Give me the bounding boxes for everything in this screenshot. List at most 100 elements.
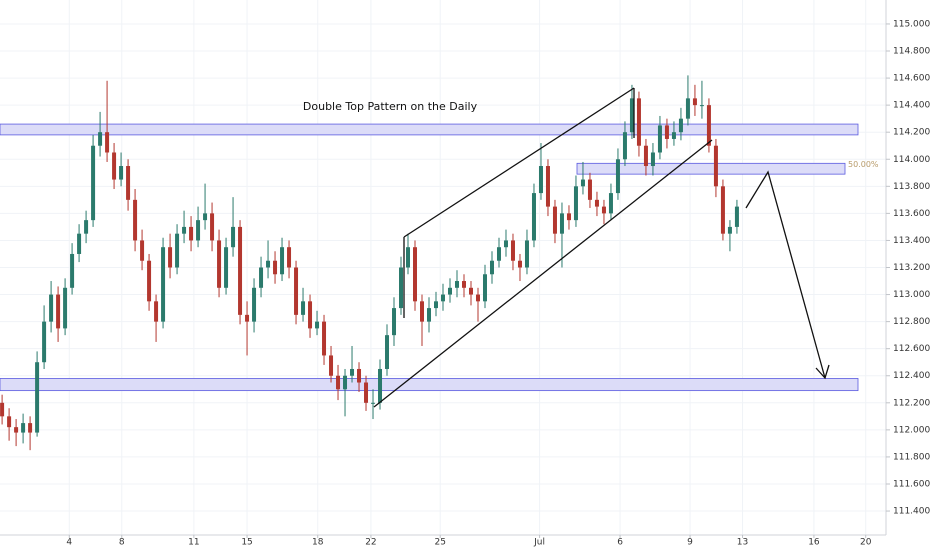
candle-body: [538, 166, 543, 194]
candle-body: [196, 220, 201, 241]
candle-body: [14, 427, 19, 433]
candle-body: [531, 193, 536, 241]
candle-body: [573, 186, 578, 221]
candle-body: [49, 294, 54, 322]
candle-body: [245, 314, 250, 322]
y-tick-label: 113.600: [893, 209, 930, 219]
candle-body: [217, 240, 222, 288]
candle-body: [357, 368, 362, 383]
candle-body: [35, 362, 40, 433]
candle-body: [475, 294, 480, 302]
y-tick-label: 113.800: [893, 182, 930, 192]
candle-body: [126, 166, 131, 200]
y-tick-label: 114.800: [893, 47, 930, 57]
x-tick-label: 4: [66, 538, 72, 548]
y-tick-label: 114.000: [893, 155, 930, 165]
candle-body: [329, 355, 334, 376]
candle-body: [224, 247, 229, 288]
zone: [576, 162, 846, 175]
candle-body: [133, 199, 138, 241]
candle-body: [608, 193, 613, 214]
candle-body: [482, 274, 487, 302]
candle-body: [441, 294, 445, 302]
zones: 50.00%: [0, 123, 879, 392]
candle-body: [84, 220, 89, 234]
candle-body: [664, 125, 669, 139]
candle-body: [56, 294, 61, 329]
y-tick-label: 111.800: [893, 452, 930, 462]
candle-body: [273, 260, 278, 275]
candle-body: [496, 247, 501, 261]
candle-body: [461, 281, 466, 288]
y-tick-label: 111.600: [893, 479, 930, 489]
candle-body: [266, 260, 271, 268]
zone: [0, 123, 859, 136]
y-tick-label: 112.600: [893, 344, 930, 354]
projection-path: [745, 170, 826, 379]
candle-body: [210, 213, 215, 241]
candle-body: [587, 179, 592, 200]
candle-body: [678, 118, 683, 133]
candle-body: [420, 301, 425, 322]
x-tick-label: 18: [312, 538, 324, 548]
y-tick-label: 113.400: [893, 236, 930, 246]
candle-body: [657, 125, 662, 153]
channel-upper: [403, 87, 635, 238]
x-tick-label: 9: [687, 538, 693, 548]
projection-arrowhead: [815, 364, 830, 380]
x-tick-label: 25: [434, 538, 445, 548]
candle-body: [392, 308, 397, 336]
y-tick-label: 113.200: [893, 263, 930, 273]
y-tick-label: 113.000: [893, 290, 930, 300]
channel-lower: [373, 139, 713, 408]
candle-body: [119, 166, 124, 180]
y-tick-label: 112.800: [893, 317, 930, 327]
candle-body: [98, 132, 103, 146]
candle-body: [545, 166, 550, 207]
candle-body: [622, 132, 627, 160]
x-tick-label: 22: [365, 538, 376, 548]
candle-body: [63, 287, 68, 329]
x-tick-label: 13: [737, 538, 748, 548]
candle-body: [42, 321, 47, 363]
candles: [0, 75, 739, 451]
candle-body: [371, 402, 376, 404]
candle-body: [601, 206, 606, 214]
candle-body: [447, 287, 452, 295]
candle-body: [385, 335, 390, 369]
candle-body: [182, 226, 187, 234]
y-tick-label: 114.400: [893, 101, 930, 111]
y-tick-label: 112.200: [893, 398, 930, 408]
candle-body: [489, 260, 494, 275]
candle-body: [77, 233, 82, 254]
candle-body: [720, 186, 725, 234]
candle-body: [280, 247, 285, 275]
candle-body: [350, 368, 355, 376]
candle-body: [406, 247, 411, 268]
candle-body: [706, 105, 711, 146]
candle-body: [734, 206, 739, 227]
candle-body: [685, 98, 690, 119]
candle-body: [643, 145, 648, 167]
x-tick-label: 6: [617, 538, 623, 548]
candle-body: [503, 240, 508, 248]
candle-body: [713, 145, 718, 187]
y-tick-label: 114.200: [893, 128, 930, 138]
candle-body: [161, 247, 166, 322]
zone-label: 50.00%: [848, 160, 879, 169]
x-tick-label: 20: [860, 538, 872, 548]
candle-body: [524, 240, 529, 268]
x-tick-label: 16: [808, 538, 820, 548]
drawings: [373, 87, 830, 408]
candle-body: [231, 226, 236, 248]
candle-body: [140, 240, 145, 261]
candle-body: [308, 301, 313, 329]
candle-body: [552, 206, 557, 234]
candle-body: [517, 260, 522, 268]
candle-body: [147, 260, 152, 302]
candle-body: [91, 145, 96, 221]
y-tick-label: 114.600: [893, 74, 930, 84]
candle-body: [629, 98, 634, 133]
candle-body: [364, 382, 369, 403]
candle-body: [454, 281, 459, 288]
